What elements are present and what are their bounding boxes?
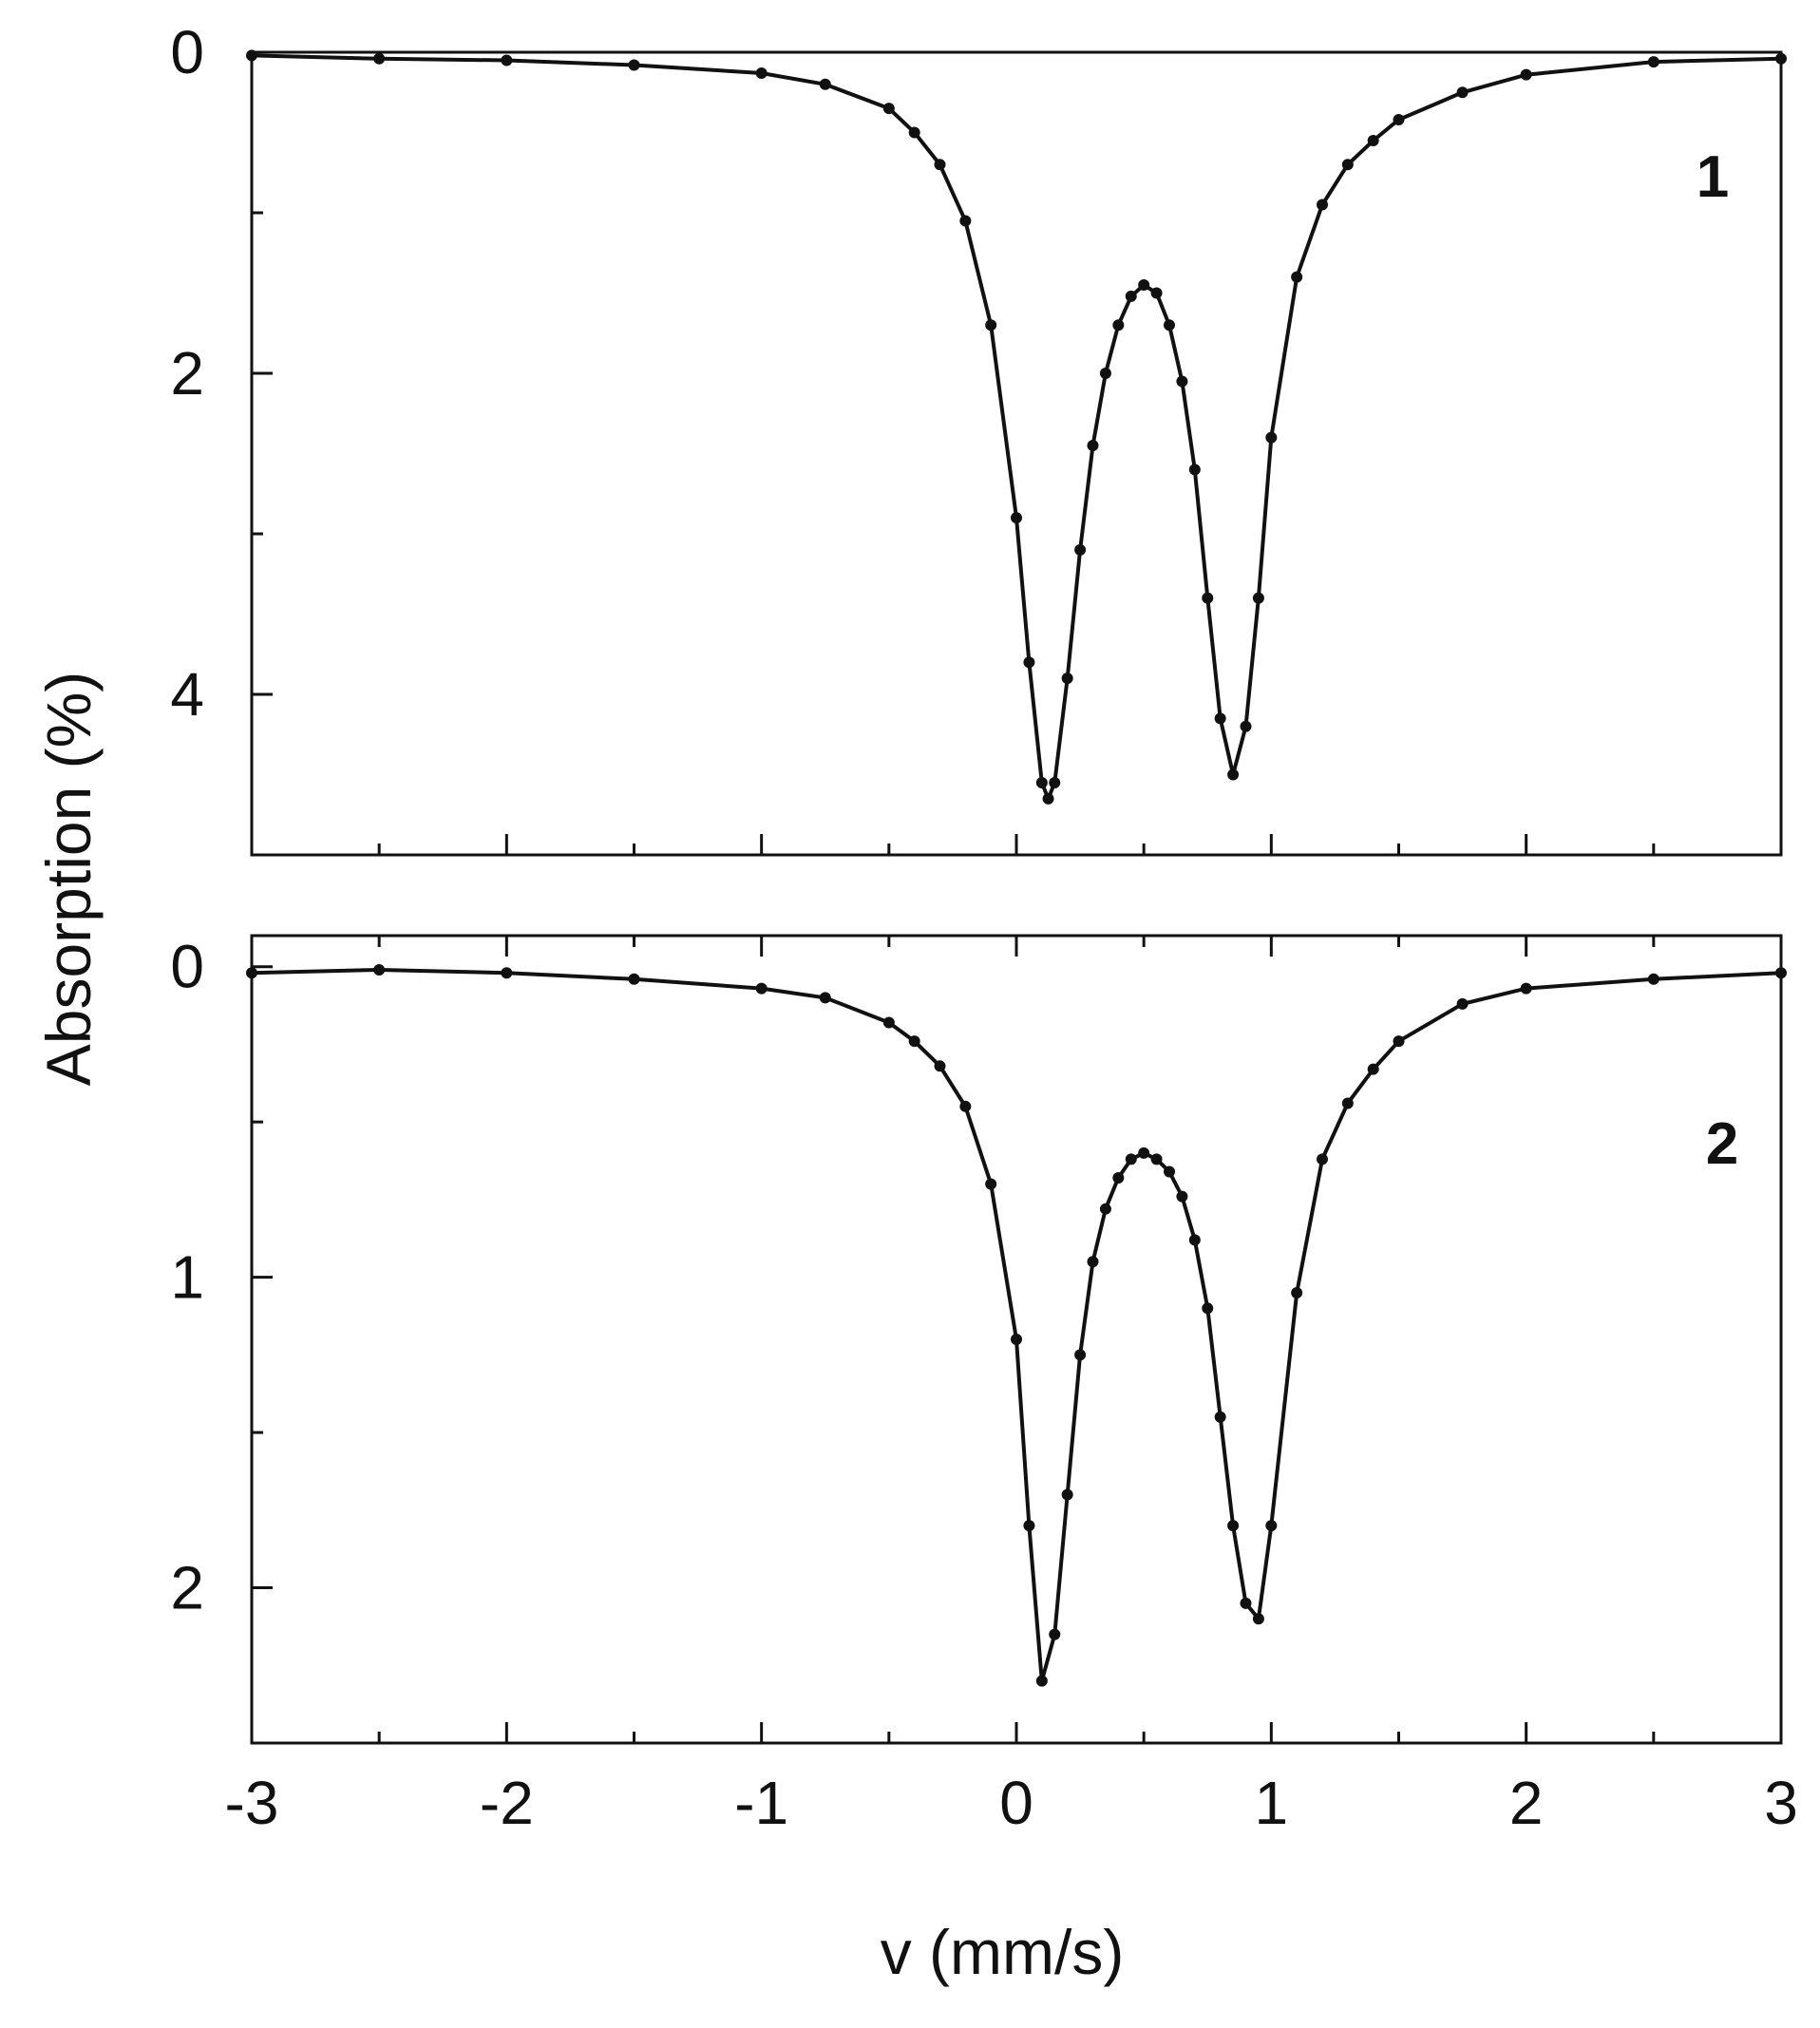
data-point xyxy=(246,967,257,979)
x-axis-title: v (mm/s) xyxy=(881,1917,1125,1987)
y-axis-title: Absorption (%) xyxy=(33,672,104,1087)
panel-1-frame xyxy=(250,50,1783,857)
y-tick-label: 4 xyxy=(170,660,204,729)
panel-2-tick-labels: -3 -2 -1 0 1 2 3 0 1 2 xyxy=(170,933,1797,1837)
panel-1-fit-line xyxy=(251,53,1782,805)
y-tick-label: 2 xyxy=(170,339,204,407)
panel-1-label: 1 xyxy=(1697,144,1729,210)
panel-1-ticks xyxy=(250,50,1783,857)
y-tick-label: 0 xyxy=(170,18,204,86)
y-tick-label: 0 xyxy=(170,933,204,1001)
y-tick-label: 1 xyxy=(170,1243,204,1312)
x-tick-label: 1 xyxy=(1255,1769,1289,1837)
panel-1: 0 2 4 1 xyxy=(170,18,1787,857)
panel-1-data-points xyxy=(246,49,1787,805)
panel-2-fit-line xyxy=(251,967,1782,1682)
data-point xyxy=(1775,52,1787,65)
panel-2-ticks xyxy=(250,936,1783,1745)
panel-2-data-points xyxy=(246,963,1787,1687)
y-tick-label: 2 xyxy=(170,1554,204,1622)
x-tick-label: -2 xyxy=(480,1769,534,1837)
panel-2: -3 -2 -1 0 1 2 3 0 1 2 2 xyxy=(170,933,1797,1837)
x-tick-label: -3 xyxy=(225,1769,279,1837)
x-tick-label: 3 xyxy=(1764,1769,1798,1837)
x-tick-label: -1 xyxy=(734,1769,788,1837)
panel-1-tick-labels: 0 2 4 xyxy=(170,18,204,729)
data-point xyxy=(246,49,257,62)
x-tick-label: 2 xyxy=(1509,1769,1544,1837)
panel-2-label: 2 xyxy=(1706,1111,1738,1177)
x-tick-label: 0 xyxy=(999,1769,1033,1837)
